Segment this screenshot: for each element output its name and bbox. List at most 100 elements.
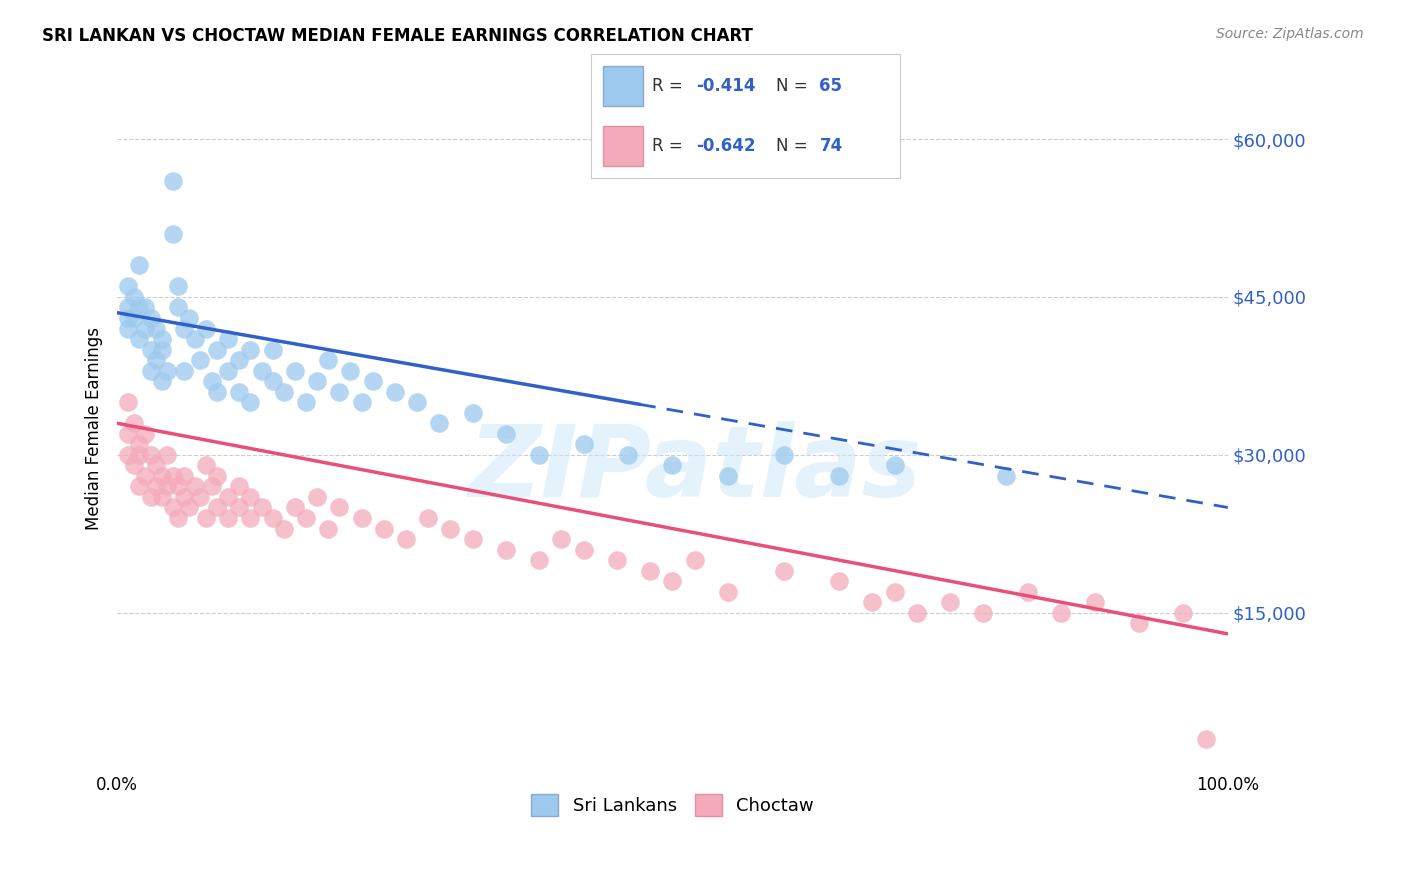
Point <box>373 522 395 536</box>
Point <box>128 258 150 272</box>
Point <box>1194 732 1216 747</box>
Point <box>128 448 150 462</box>
FancyBboxPatch shape <box>603 66 643 106</box>
Legend: Sri Lankans, Choctaw: Sri Lankans, Choctaw <box>524 787 821 823</box>
Text: N =: N = <box>776 77 813 95</box>
Point <box>1173 606 1195 620</box>
Point <box>156 479 179 493</box>
Point <box>905 606 928 620</box>
Point <box>316 353 339 368</box>
Point <box>316 522 339 536</box>
Point <box>828 574 851 589</box>
Text: -0.414: -0.414 <box>696 77 755 95</box>
Point <box>307 374 329 388</box>
Point <box>350 395 373 409</box>
Point <box>606 553 628 567</box>
Text: Source: ZipAtlas.com: Source: ZipAtlas.com <box>1216 27 1364 41</box>
Point <box>122 458 145 473</box>
Point <box>772 448 794 462</box>
Point <box>156 448 179 462</box>
Point <box>145 321 167 335</box>
Point <box>572 542 595 557</box>
FancyBboxPatch shape <box>603 126 643 166</box>
Point <box>406 395 429 409</box>
Point <box>239 343 262 357</box>
Point <box>529 448 551 462</box>
Point <box>167 301 190 315</box>
Point <box>156 363 179 377</box>
Point <box>145 353 167 368</box>
Point <box>250 500 273 515</box>
Text: 74: 74 <box>820 137 842 155</box>
Text: SRI LANKAN VS CHOCTAW MEDIAN FEMALE EARNINGS CORRELATION CHART: SRI LANKAN VS CHOCTAW MEDIAN FEMALE EARN… <box>42 27 754 45</box>
Point <box>200 479 222 493</box>
Point <box>205 384 228 399</box>
Point <box>195 321 218 335</box>
Point <box>361 374 384 388</box>
Point <box>217 363 239 377</box>
Point <box>117 279 139 293</box>
Point <box>134 469 156 483</box>
Point <box>122 417 145 431</box>
Point <box>173 490 195 504</box>
Text: R =: R = <box>652 77 689 95</box>
Point <box>139 343 162 357</box>
Point <box>638 564 661 578</box>
Point <box>205 343 228 357</box>
Point <box>145 458 167 473</box>
Point <box>661 574 683 589</box>
Point <box>173 469 195 483</box>
Point <box>184 479 207 493</box>
Point <box>190 490 212 504</box>
Y-axis label: Median Female Earnings: Median Female Earnings <box>86 327 103 530</box>
Point <box>572 437 595 451</box>
Point <box>205 500 228 515</box>
Point <box>284 363 307 377</box>
Point <box>195 511 218 525</box>
Point <box>617 448 640 462</box>
Point <box>162 500 184 515</box>
Point <box>717 584 740 599</box>
Point <box>162 469 184 483</box>
Text: -0.642: -0.642 <box>696 137 755 155</box>
Point <box>717 469 740 483</box>
Point <box>328 384 350 399</box>
Point <box>1128 616 1150 631</box>
Point <box>273 522 295 536</box>
Point <box>384 384 406 399</box>
Point <box>117 301 139 315</box>
Point <box>972 606 994 620</box>
Point <box>200 374 222 388</box>
Point <box>179 310 201 325</box>
Point <box>150 332 173 346</box>
Point <box>205 469 228 483</box>
Point <box>228 384 250 399</box>
Text: 65: 65 <box>820 77 842 95</box>
Point <box>1017 584 1039 599</box>
Point <box>217 332 239 346</box>
Point <box>128 437 150 451</box>
Point <box>184 332 207 346</box>
Point <box>772 564 794 578</box>
Point <box>217 490 239 504</box>
Point <box>117 321 139 335</box>
Text: N =: N = <box>776 137 813 155</box>
Point <box>167 279 190 293</box>
Point <box>150 343 173 357</box>
Point <box>661 458 683 473</box>
Point <box>217 511 239 525</box>
Point <box>939 595 962 609</box>
Point <box>228 353 250 368</box>
Point <box>117 426 139 441</box>
Point <box>250 363 273 377</box>
Point <box>1050 606 1073 620</box>
Point <box>883 584 905 599</box>
Point <box>134 301 156 315</box>
Point <box>128 332 150 346</box>
Point <box>307 490 329 504</box>
Point <box>239 395 262 409</box>
Point <box>134 321 156 335</box>
Point <box>860 595 883 609</box>
Point <box>117 395 139 409</box>
Point <box>228 500 250 515</box>
